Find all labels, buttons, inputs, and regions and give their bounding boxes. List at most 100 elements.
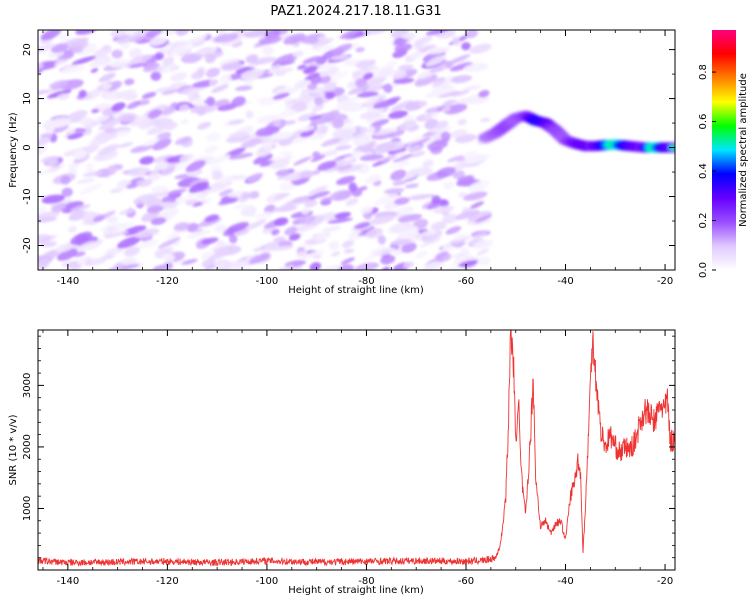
spectrogram-noise-blob xyxy=(353,142,374,153)
spectrogram-noise-blob xyxy=(228,259,249,270)
spectrogram-noise-blob xyxy=(248,190,260,199)
spectrogram-noise-blob xyxy=(473,239,493,249)
spectrogram-noise-blob xyxy=(240,68,265,80)
spectrogram-noise-blob xyxy=(83,171,105,177)
spectrogram-noise-blob xyxy=(192,97,203,103)
spectrogram-noise-blob xyxy=(201,237,219,245)
spectrogram-noise-blob xyxy=(442,213,457,224)
spectrogram-noise-blob xyxy=(435,120,449,130)
spectrogram-noise-blob xyxy=(116,182,127,190)
spectrogram-noise-blob xyxy=(127,167,151,177)
spectrogram-noise-blob xyxy=(330,55,350,60)
spectrogram-noise-blob xyxy=(218,198,235,206)
spectrogram-noise-blob xyxy=(357,66,379,75)
spectrogram-noise-blob xyxy=(394,197,410,205)
spectrogram-noise-blob xyxy=(373,127,397,136)
spectrogram-noise-blob xyxy=(273,217,289,227)
spectrogram-noise-blob xyxy=(339,30,360,40)
spectrogram-noise-blob xyxy=(343,248,355,254)
spectrogram-noise-blob xyxy=(60,175,71,185)
spectrogram-noise-blob xyxy=(213,33,239,43)
snr-x-tick-label: -60 xyxy=(458,576,474,587)
colorbar-tick-label: 0.2 xyxy=(698,213,709,229)
spectrogram-noise-blob xyxy=(311,103,325,112)
spectrogram-noise-blob xyxy=(181,259,198,265)
spectrogram-noise-blob xyxy=(245,54,259,63)
spectrogram-noise-blob xyxy=(312,151,321,159)
spectrogram-noise-blob xyxy=(188,181,210,194)
spectrogram-noise-blob xyxy=(285,197,310,206)
spectrogram-noise-blob xyxy=(100,254,115,260)
spectrogram-noise-blob xyxy=(436,167,456,178)
spectrogram-noise-blob xyxy=(390,169,407,181)
spectrogram-noise-blob xyxy=(228,234,238,244)
spectrogram-noise-blob xyxy=(53,124,69,133)
spectrogram-noise-blob xyxy=(55,242,75,253)
spectrogram-noise-blob xyxy=(328,70,349,81)
spectrogram-noise-blob xyxy=(157,237,181,249)
spectrogram-noise-blob xyxy=(119,209,135,215)
spectrogram-noise-blob xyxy=(394,43,413,52)
figure-title: PAZ1.2024.217.18.11.G31 xyxy=(270,4,441,19)
spectrogram-noise-blob xyxy=(246,172,264,183)
spectrogram-noise-blob xyxy=(221,37,242,47)
spectrogram-noise-blob xyxy=(279,182,295,191)
spectrogram-noise-blob xyxy=(431,80,447,87)
spectrogram-noise-blob xyxy=(410,51,424,60)
spectrogram-noise-blob xyxy=(47,117,72,129)
spectrogram-noise-blob xyxy=(343,155,356,162)
spectrogram-noise-blob xyxy=(471,232,488,239)
spectrogram-noise-blob xyxy=(268,131,293,141)
spectrogram-noise-blob xyxy=(240,192,251,200)
spectrogram-noise-blob xyxy=(40,30,62,41)
spectrogram-noise-blob xyxy=(306,214,326,226)
spectrogram-noise-blob xyxy=(395,206,415,215)
spectrogram-noise-blob xyxy=(427,140,448,151)
spectrogram-noise-blob xyxy=(134,228,160,239)
spectrogram-noise-blob xyxy=(77,257,87,266)
spectrogram-noise-blob xyxy=(470,201,485,209)
spectrogram-noise-blob xyxy=(90,67,99,73)
spectrogram-noise-blob xyxy=(173,222,190,231)
spectrogram-noise-blob xyxy=(255,126,280,137)
spectrogram-noise-blob xyxy=(307,83,318,91)
spectrogram-noise-blob xyxy=(264,204,276,214)
spectrogram-noise-blob xyxy=(447,155,464,163)
spectrogram-noise-blob xyxy=(146,205,164,214)
colorbar-tick-label: 0.8 xyxy=(698,64,709,80)
spectrogram-noise-blob xyxy=(449,62,473,72)
snr-panel: -140 -120 -100 -80 -60 -40 -20 1000 2000 3000 He… xyxy=(8,329,676,596)
spectrogram-noise-blob xyxy=(256,147,272,157)
spectrogram-noise-blob xyxy=(219,57,242,66)
spectrogram-noise-blob xyxy=(67,132,84,140)
spectrogram-noise-field xyxy=(38,30,493,270)
spectrogram-noise-blob xyxy=(457,175,474,184)
spectrogram-noise-blob xyxy=(480,117,491,123)
spectrogram-noise-blob xyxy=(142,137,160,147)
colorbar-label: Normalized spectral amplitude xyxy=(738,73,749,227)
spectrogram-noise-blob xyxy=(92,214,105,223)
spectrogram-noise-blob xyxy=(72,45,84,54)
spectrogram-noise-blob xyxy=(117,264,140,270)
spectrogram-noise-blob xyxy=(317,160,337,171)
spectrogram-noise-blob xyxy=(193,98,209,106)
spectrogram-noise-blob xyxy=(206,132,221,142)
spectrogram-noise-blob xyxy=(455,209,480,220)
spectrogram-noise-blob xyxy=(74,148,85,158)
colorbar-tick-label: 0.6 xyxy=(698,114,709,130)
spectrogram-noise-blob xyxy=(381,266,391,270)
spectrogram-noise-blob xyxy=(243,81,254,87)
spectrogram-noise-blob xyxy=(387,60,398,66)
spectrogram-noise-blob xyxy=(141,91,157,99)
spectrogram-noise-blob xyxy=(232,204,253,210)
spectrogram-noise-blob xyxy=(443,181,455,190)
spectrogram-noise-blob xyxy=(299,170,314,179)
spectrogram-noise-blob xyxy=(325,91,336,100)
snr-y-tick-label: 1000 xyxy=(22,496,33,521)
spectrogram-noise-blob xyxy=(448,129,468,138)
spectrogram-noise-blob xyxy=(371,214,396,225)
colorbar-gradient xyxy=(712,30,736,270)
spectrogram-noise-blob xyxy=(91,108,100,114)
spectrogram-noise-blob xyxy=(59,34,69,42)
